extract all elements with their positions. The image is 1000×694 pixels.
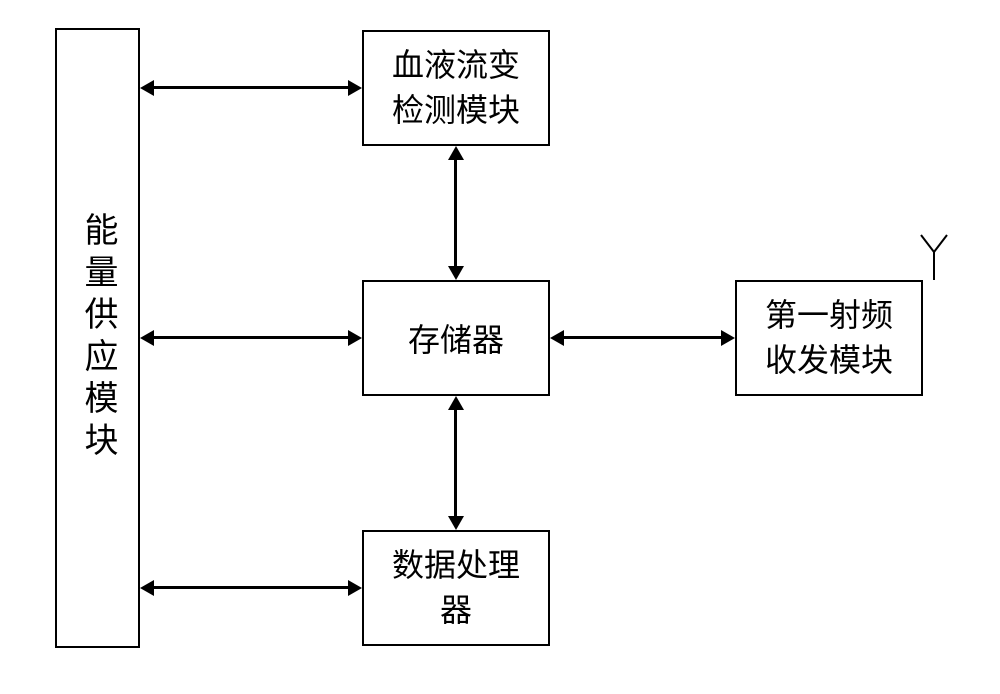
arrow-energy-processor [153, 586, 349, 589]
arrow-head [140, 330, 154, 346]
memory-label: 存储器 [408, 315, 504, 361]
antenna-icon [915, 232, 955, 282]
arrow-head [448, 266, 464, 280]
arrow-head [348, 330, 362, 346]
energy-supply-module: 能量供应模块 [55, 28, 140, 648]
arrow-head [550, 330, 564, 346]
blood-label: 血液流变检测模块 [392, 43, 520, 133]
processor-label: 数据处理器 [392, 543, 520, 633]
arrow-memory-rf [563, 336, 722, 339]
arrow-head [140, 80, 154, 96]
arrow-head [721, 330, 735, 346]
arrow-head [448, 146, 464, 160]
arrow-head [348, 580, 362, 596]
arrow-head [140, 580, 154, 596]
energy-label: 能量供应模块 [73, 212, 122, 464]
arrow-head [448, 396, 464, 410]
rf-label: 第一射频收发模块 [765, 293, 893, 383]
memory-module: 存储器 [362, 280, 550, 396]
arrow-energy-blood [153, 86, 349, 89]
data-processor-module: 数据处理器 [362, 530, 550, 646]
arrow-blood-memory [454, 159, 457, 267]
arrow-head [348, 80, 362, 96]
arrow-head [448, 516, 464, 530]
arrow-energy-memory [153, 336, 349, 339]
arrow-memory-processor [454, 409, 457, 517]
rf-transceiver-module: 第一射频收发模块 [735, 280, 923, 396]
blood-rheology-module: 血液流变检测模块 [362, 30, 550, 146]
